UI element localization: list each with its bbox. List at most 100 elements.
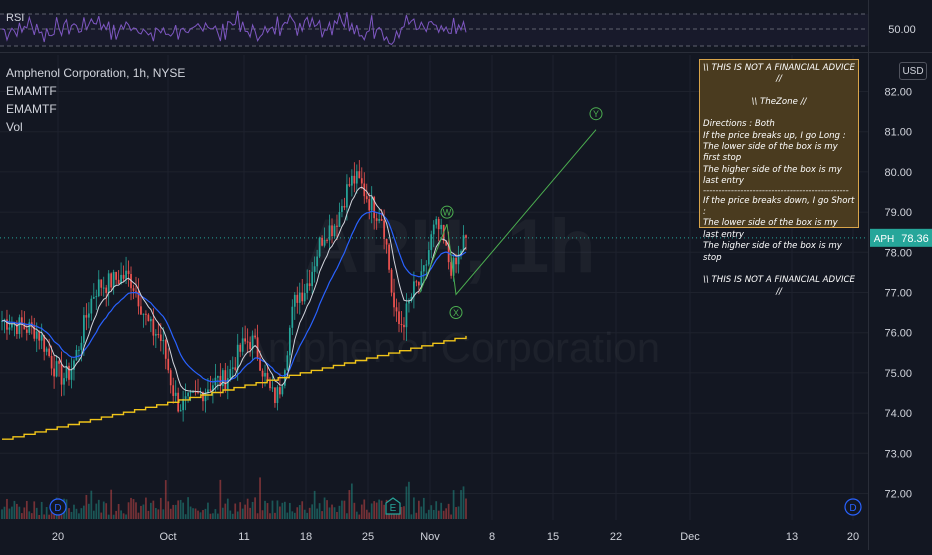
- volume-bar: [447, 503, 450, 519]
- time-tick-label: Dec: [680, 531, 700, 543]
- candle-body: [244, 338, 247, 342]
- candle-body: [192, 391, 194, 393]
- volume-bar: [194, 508, 197, 519]
- candle-body: [316, 256, 318, 267]
- candle-body: [447, 245, 450, 263]
- candle-body: [378, 219, 381, 221]
- candle-body: [202, 391, 204, 402]
- candle-body: [343, 205, 346, 208]
- symbol-title[interactable]: Amphenol Corporation, 1h, NYSE: [6, 66, 186, 80]
- volume-bar: [6, 498, 8, 519]
- volume-bar: [348, 490, 351, 519]
- candle-body: [50, 355, 53, 369]
- wave-label-Y: Y: [593, 109, 599, 119]
- price-tag-value-bg: [898, 228, 932, 247]
- candle-body: [70, 369, 73, 380]
- candle-body: [303, 293, 306, 302]
- volume-bar: [259, 477, 261, 519]
- candle-body: [318, 237, 321, 257]
- volume-bar: [152, 500, 155, 519]
- volume-bar: [462, 486, 465, 519]
- wave-label-X: X: [453, 308, 459, 318]
- candle-body: [75, 350, 78, 361]
- volume-bar: [313, 490, 316, 519]
- volume-bar: [432, 509, 435, 519]
- volume-bar: [120, 510, 122, 519]
- currency-badge[interactable]: USD: [899, 62, 927, 80]
- volume-bar: [189, 506, 192, 519]
- rsi-panel: 50.00: [0, 10, 916, 47]
- volume-bar: [150, 502, 152, 519]
- trade-note-box[interactable]: \\ THIS IS NOT A FINANCIAL ADVICE // \\ …: [699, 59, 859, 297]
- volume-bar: [226, 498, 229, 519]
- volume-bar: [365, 509, 368, 519]
- candle-body: [197, 392, 199, 394]
- volume-bar: [164, 480, 167, 519]
- time-axis[interactable]: 20 Oct 11 18 25 Nov 8 15 22 Dec 13 20: [52, 531, 859, 543]
- volume-bar: [73, 504, 75, 519]
- volume-bar: [197, 510, 199, 519]
- ema-fast-line: [1, 186, 467, 395]
- volume-bar: [217, 513, 219, 519]
- volume-bar: [28, 511, 31, 519]
- candle-body: [432, 224, 435, 235]
- volume-bar: [256, 513, 259, 519]
- note-gap: [703, 264, 855, 275]
- candle-body: [68, 365, 70, 380]
- volume-bar: [127, 502, 130, 519]
- indicator-ema-1[interactable]: EMAMTF: [6, 84, 57, 98]
- volume-bar: [450, 514, 452, 519]
- candle-body: [159, 334, 162, 341]
- candle-body: [440, 224, 443, 230]
- volume-bar: [440, 502, 443, 519]
- volume-bar: [343, 500, 346, 519]
- candle-body: [408, 300, 410, 304]
- volume-bar: [413, 497, 415, 519]
- candle-body: [45, 348, 48, 352]
- volume-bar: [276, 500, 279, 519]
- candle-body: [385, 238, 388, 245]
- volume-bar: [182, 502, 184, 519]
- volume-bar: [78, 513, 80, 519]
- candle-body: [341, 205, 343, 212]
- candle-body: [154, 334, 157, 336]
- time-tick-label: 20: [847, 531, 859, 543]
- volume-bar: [80, 508, 83, 519]
- candle-body: [373, 197, 376, 219]
- candle-body: [281, 385, 284, 395]
- wave-label-W: W: [443, 208, 452, 218]
- price-tag-symbol-bg: [870, 228, 898, 247]
- volume-bar: [408, 481, 410, 519]
- candle-body: [288, 327, 291, 356]
- volume-bar: [43, 514, 46, 519]
- candle-body: [147, 314, 150, 322]
- volume-bar: [437, 510, 440, 519]
- candle-body: [28, 322, 31, 333]
- candle-body: [326, 239, 328, 241]
- volume-bar: [254, 497, 256, 519]
- price-axis[interactable]: 72.00 73.00 74.00 75.00 76.00 77.00 78.00 79.00…: [884, 87, 912, 501]
- volume-bar: [375, 502, 378, 519]
- volume-bar: [159, 497, 162, 519]
- note-gap: [703, 108, 855, 119]
- volume-bar: [390, 513, 393, 519]
- indicator-ema-2[interactable]: EMAMTF: [6, 102, 57, 116]
- volume-bar: [373, 501, 376, 519]
- volume-bar: [172, 504, 175, 519]
- volume-bar: [266, 503, 269, 519]
- candle-body: [251, 335, 254, 350]
- rsi-label[interactable]: RSI: [6, 12, 25, 24]
- candle-body: [8, 327, 11, 330]
- indicator-volume[interactable]: Vol: [6, 120, 23, 134]
- volume-bar: [400, 506, 403, 519]
- volume-bar: [157, 509, 160, 519]
- candle-body: [435, 219, 438, 225]
- candle-body: [105, 287, 108, 293]
- note-line-13: \\ THIS IS NOT A FINANCIAL ADVICE //: [703, 275, 855, 297]
- volume-bar: [105, 503, 108, 519]
- volume-bar: [308, 507, 311, 519]
- note-line-9: If the price breaks down, I go Short :: [703, 195, 855, 218]
